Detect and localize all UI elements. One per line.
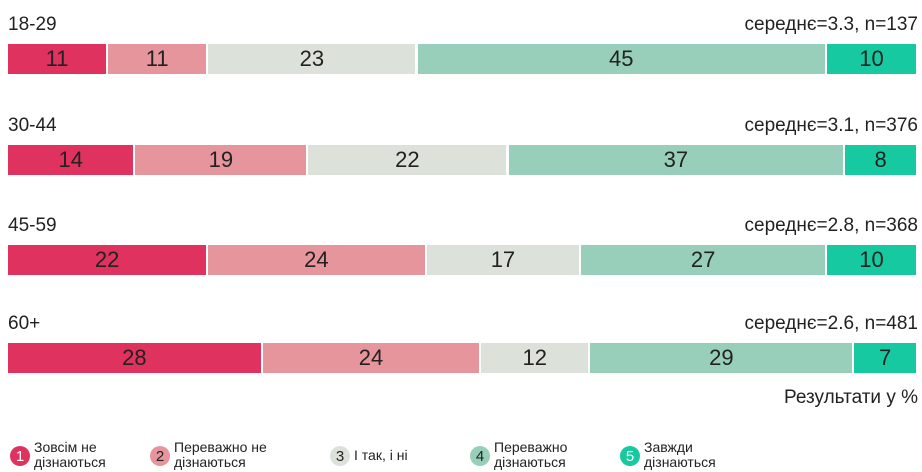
data-label: 22 xyxy=(395,147,420,172)
data-label: 45 xyxy=(609,46,634,71)
row-label: 30-44 xyxy=(8,115,57,136)
legend-item: 2 Переважно не дізнаються xyxy=(150,440,294,470)
legend-swatch: 2 xyxy=(150,446,170,466)
row-annotation: середнє=2.6, n=481 xyxy=(744,313,919,334)
bar-segment: 23 xyxy=(208,44,418,74)
bar-segment: 24 xyxy=(262,343,482,373)
legend-swatch: 5 xyxy=(620,446,640,466)
data-label: 27 xyxy=(690,247,716,272)
bar-segment: 27 xyxy=(581,245,827,275)
data-label: 7 xyxy=(879,345,892,370)
legend-swatch: 4 xyxy=(470,446,490,466)
note: Результати у % xyxy=(784,387,918,408)
data-label: 14 xyxy=(58,147,83,172)
legend-item: 5 Завжди дізнаються xyxy=(620,440,734,470)
data-label: 29 xyxy=(709,345,734,370)
bar-segment: 22 xyxy=(308,145,509,175)
legend-label: І так, і ні xyxy=(354,447,408,463)
data-label: 37 xyxy=(663,147,689,172)
row-label: 18-29 xyxy=(8,14,57,35)
row-annotation: середнє=2.8, n=368 xyxy=(744,215,919,236)
bar-segment: 11 xyxy=(8,44,109,74)
bar-segment: 17 xyxy=(426,245,582,275)
bar-segment: 29 xyxy=(590,343,855,373)
data-label: 19 xyxy=(208,147,234,172)
bar-segment: 10 xyxy=(827,44,918,74)
bar-segment: 7 xyxy=(854,343,918,373)
legend-swatch: 3 xyxy=(330,446,350,466)
data-label: 12 xyxy=(522,345,548,370)
data-label: 11 xyxy=(145,46,169,71)
data-label: 17 xyxy=(490,247,516,272)
legend-item: 1 Зовсім не дізнаються xyxy=(10,440,114,470)
data-label: 10 xyxy=(859,247,884,272)
data-label: 24 xyxy=(358,345,384,370)
legend-label: Зовсім не дізнаються xyxy=(34,439,106,470)
data-label: 28 xyxy=(122,345,147,370)
bar-segment: 22 xyxy=(8,245,209,275)
data-label: 22 xyxy=(94,247,120,272)
bar-segment: 10 xyxy=(827,245,918,275)
data-label: 11 xyxy=(45,46,69,71)
data-label: 24 xyxy=(304,247,329,272)
data-label: 23 xyxy=(299,46,325,71)
legend-label: Завжди дізнаються xyxy=(644,439,716,470)
bar-segment: 14 xyxy=(8,145,136,175)
data-label: 10 xyxy=(859,46,884,71)
bar-segment: 28 xyxy=(8,343,263,373)
legend-item: 4 Переважно дізнаються xyxy=(470,440,604,470)
bar-segment: 8 xyxy=(845,145,918,175)
bar-segment: 24 xyxy=(208,245,427,275)
bar-segment: 11 xyxy=(108,44,209,74)
row-label: 45-59 xyxy=(8,215,57,236)
data-label: 8 xyxy=(874,147,887,172)
row-annotation: середнє=3.1, n=376 xyxy=(744,115,919,136)
bar-segment: 19 xyxy=(135,145,309,175)
row-label: 60+ xyxy=(8,313,41,334)
legend-swatch: 1 xyxy=(10,446,30,466)
bar-segment: 12 xyxy=(481,343,591,373)
bar-segment: 45 xyxy=(417,44,827,74)
bar-segment: 37 xyxy=(508,145,846,175)
row-annotation: середнє=3.3, n=137 xyxy=(744,14,919,35)
legend-label: Переважно дізнаються xyxy=(494,439,568,470)
legend-label: Переважно не дізнаються xyxy=(174,439,267,470)
